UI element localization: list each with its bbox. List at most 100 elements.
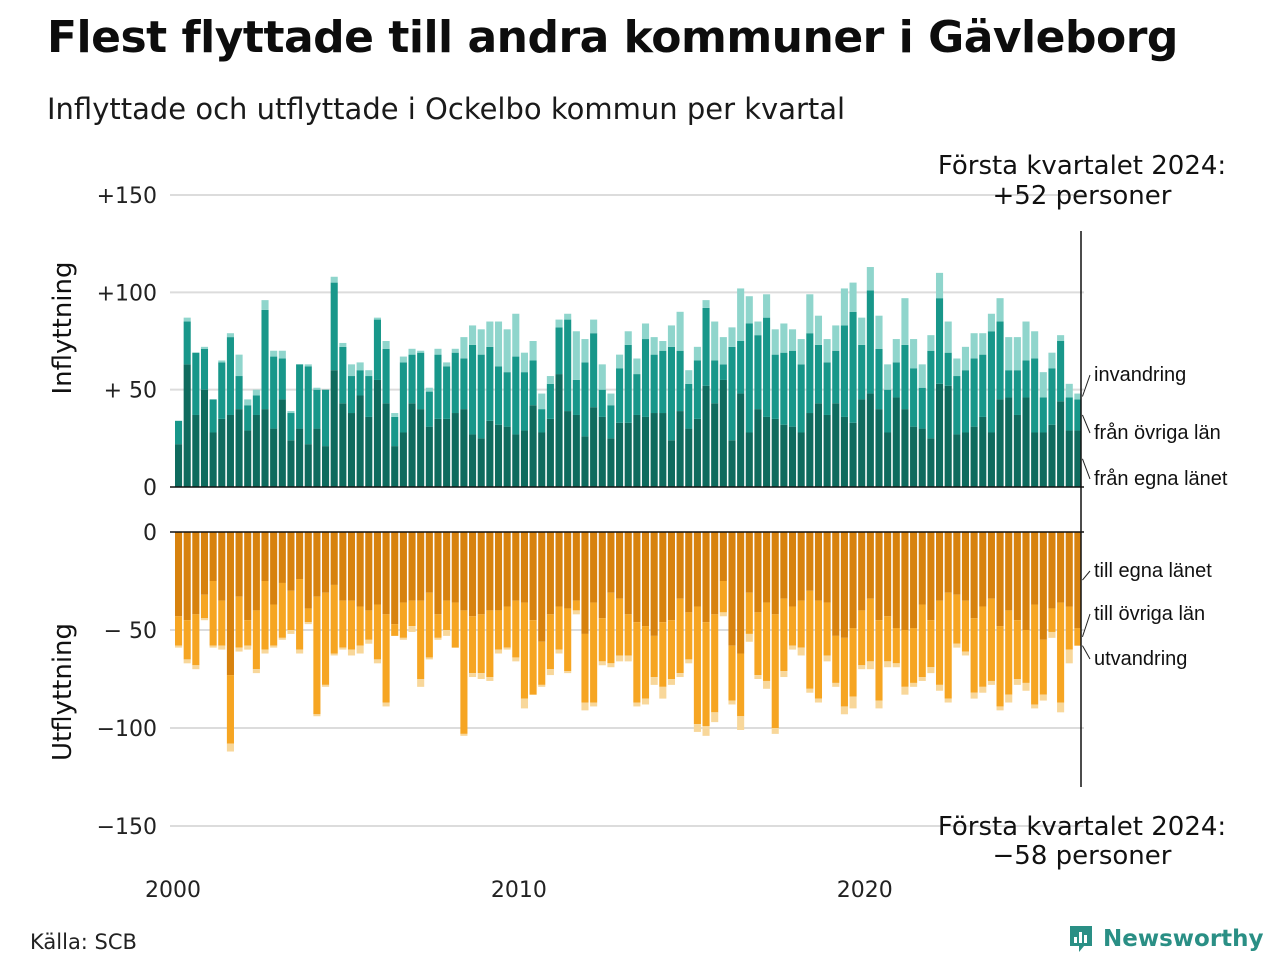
bar-in-segment <box>356 395 364 487</box>
bar-in-segment <box>823 339 831 363</box>
bar-out-segment <box>469 616 477 674</box>
bar-in-segment <box>806 413 814 487</box>
y-axis-label-out: Utflyttning <box>48 623 78 761</box>
bar-in-segment <box>218 360 226 363</box>
bar-in-segment <box>304 364 312 367</box>
bar-out-segment <box>616 655 624 662</box>
bar-in-segment <box>244 430 252 487</box>
bar-out-segment <box>564 671 572 674</box>
bar-out-segment <box>218 645 226 650</box>
bar-in-segment <box>676 350 684 412</box>
bar-out-segment <box>296 532 304 580</box>
bar-out-segment <box>226 532 234 676</box>
bar-in-segment <box>391 416 399 447</box>
newsworthy-logo[interactable]: Newsworthy <box>1068 924 1264 954</box>
bar-out-segment <box>693 532 701 607</box>
bar-out-segment <box>996 532 1004 627</box>
bar-in-segment <box>814 315 823 345</box>
bar-in-segment <box>961 346 970 371</box>
bar-in-segment <box>365 376 373 417</box>
series-label-out: till övriga län <box>1094 603 1205 625</box>
bar-out-segment <box>356 532 364 607</box>
bar-in-segment <box>961 370 970 433</box>
bar-in-segment <box>832 350 840 404</box>
bar-in-segment <box>477 354 485 439</box>
bar-out-segment <box>304 608 312 623</box>
bar-out-segment <box>780 532 788 599</box>
bar-out-segment <box>1022 532 1030 630</box>
bar-in-segment <box>788 350 797 427</box>
bar-in-segment <box>287 413 295 441</box>
source-note: Källa: SCB <box>30 930 137 954</box>
bar-in-segment <box>304 444 312 487</box>
bar-in-segment <box>520 430 528 487</box>
bar-out-segment <box>460 610 468 734</box>
bar-out-segment <box>719 581 727 613</box>
bar-out-segment <box>520 532 528 603</box>
leader-line-in <box>1081 414 1091 434</box>
bar-in-segment <box>875 409 883 487</box>
bar-in-segment <box>875 348 883 410</box>
bar-out-segment <box>875 620 883 701</box>
bar-out-segment <box>711 614 719 713</box>
bar-out-segment <box>884 532 892 617</box>
bar-out-segment <box>702 622 710 727</box>
annotation-out-line1: Första kvartalet 2024: <box>938 812 1226 842</box>
bar-out-segment <box>719 612 727 617</box>
bar-in-segment <box>270 356 278 429</box>
bar-in-segment <box>590 407 598 487</box>
bar-out-segment <box>996 706 1004 711</box>
leader-line-out <box>1081 613 1091 638</box>
bar-out-segment <box>590 532 598 603</box>
bar-out-segment <box>979 606 987 687</box>
bar-in-segment <box>987 313 995 332</box>
bar-out-segment <box>1039 639 1047 695</box>
bar-out-segment <box>918 677 926 681</box>
bar-out-segment <box>849 628 857 697</box>
bar-out-segment <box>633 702 641 707</box>
bar-out-segment <box>858 610 866 666</box>
bar-out-segment <box>313 532 321 597</box>
bar-out-segment <box>771 728 779 734</box>
bar-out-segment <box>278 582 286 638</box>
bar-in-segment <box>814 403 823 487</box>
bar-in-segment <box>572 414 580 487</box>
bar-in-segment <box>884 364 892 390</box>
bar-out-segment <box>659 686 667 699</box>
bar-out-segment <box>356 606 364 646</box>
bar-out-segment <box>365 639 373 644</box>
bar-in-segment <box>659 341 667 351</box>
bar-out-segment <box>322 532 330 593</box>
bar-in-segment <box>1022 321 1030 361</box>
y-tick-label-in: +150 <box>97 184 157 209</box>
bar-out-segment <box>685 659 693 664</box>
bar-out-segment <box>581 532 589 634</box>
bar-in-segment <box>287 440 295 487</box>
bar-out-segment <box>641 698 650 705</box>
bar-in-segment <box>641 323 650 340</box>
bar-in-segment <box>261 300 269 310</box>
bar-in-segment <box>417 350 425 353</box>
bar-out-segment <box>296 649 304 654</box>
bar-in-segment <box>745 296 753 324</box>
bar-out-segment <box>252 532 260 611</box>
bar-in-segment <box>927 438 935 487</box>
bar-out-segment <box>347 532 356 601</box>
bar-out-segment <box>235 596 243 648</box>
bar-in-segment <box>910 339 918 369</box>
bar-in-segment <box>754 409 762 487</box>
bar-out-segment <box>322 684 330 687</box>
bar-out-segment <box>866 532 874 599</box>
bar-out-segment <box>961 532 970 601</box>
bar-out-segment <box>832 532 840 636</box>
bar-in-segment <box>728 327 736 347</box>
bar-in-segment <box>278 399 286 487</box>
bar-in-segment <box>1013 370 1021 415</box>
bar-out-segment <box>650 677 658 685</box>
bar-in-segment <box>520 352 528 373</box>
bar-in-segment <box>313 387 321 390</box>
bar-out-segment <box>408 626 416 632</box>
bar-out-segment <box>607 532 615 593</box>
bar-out-segment <box>356 645 364 654</box>
bar-out-segment <box>339 532 347 601</box>
